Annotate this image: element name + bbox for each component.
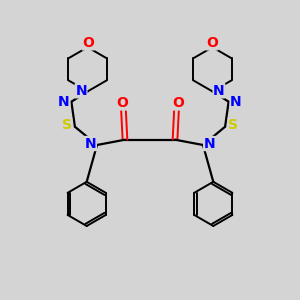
Text: N: N (75, 84, 87, 98)
Text: O: O (82, 36, 94, 50)
Text: O: O (206, 36, 218, 50)
Text: N: N (230, 95, 242, 109)
Text: O: O (116, 96, 128, 110)
Text: N: N (213, 84, 225, 98)
Text: O: O (172, 96, 184, 110)
Text: S: S (62, 118, 72, 132)
Text: N: N (204, 136, 215, 151)
Text: N: N (58, 95, 70, 109)
Text: S: S (228, 118, 238, 132)
Text: N: N (85, 136, 96, 151)
